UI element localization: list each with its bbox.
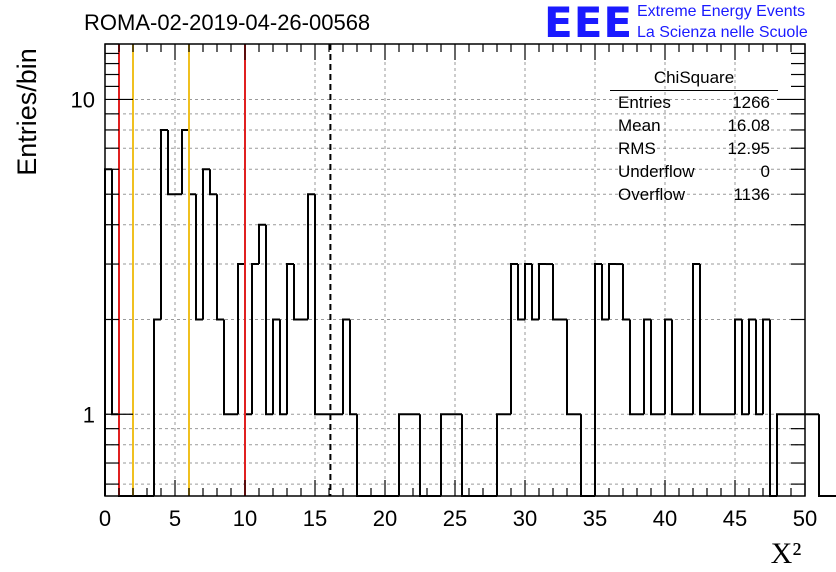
histogram-bin [699, 264, 707, 416]
histogram-bin [664, 318, 672, 415]
histogram-bin [755, 319, 763, 416]
x-tick-label: 30 [513, 506, 537, 531]
eee-logo-mark: EEE [544, 0, 634, 47]
histogram-bin [153, 318, 161, 496]
histogram-bin [517, 264, 525, 321]
stats-label: Entries [618, 93, 671, 112]
histogram-bin [510, 263, 518, 415]
reference-lines [118, 44, 332, 496]
histogram-bin [538, 263, 546, 320]
histogram-bin [643, 318, 651, 415]
histogram-bin [111, 169, 119, 416]
stats-row-rms: RMS 12.95 [610, 137, 778, 160]
x-tick-label: 25 [443, 506, 467, 531]
histogram-bin [741, 319, 749, 416]
histogram-bin [734, 318, 742, 415]
histogram-bin [307, 193, 315, 320]
histogram-bin [566, 319, 574, 416]
x-tick-label: 40 [653, 506, 677, 531]
histogram-bin [195, 194, 203, 321]
histogram-bin [104, 168, 112, 496]
x-tick-label: 20 [373, 506, 397, 531]
y-axis-label: Entries/bin [12, 48, 42, 176]
histogram-bin [349, 319, 357, 416]
histogram [104, 128, 836, 497]
histogram-bin [314, 194, 322, 416]
histogram-bin [496, 413, 504, 496]
histogram-bin [671, 319, 679, 416]
stats-box: ChiSquare Entries 1266 Mean 16.08 RMS 12… [610, 66, 778, 211]
histogram-bin [251, 263, 259, 415]
stats-label: Overflow [618, 185, 686, 204]
histogram-bin [279, 319, 287, 416]
stats-title: ChiSquare [610, 66, 778, 91]
stats-value: 0 [760, 162, 770, 181]
x-tick-label: 50 [793, 506, 817, 531]
histogram-bin [594, 263, 602, 496]
histogram-bin [622, 264, 630, 321]
x-tick-label: 5 [169, 506, 181, 531]
axes: 0 5 10 15 20 25 30 35 40 45 50 1 10 [71, 43, 817, 531]
histogram-bin [244, 264, 252, 416]
histogram-bin [552, 264, 560, 321]
run-title: ROMA-02-2019-04-26-00568 [84, 10, 371, 35]
histogram-bin [769, 319, 777, 497]
histogram-bin [692, 263, 700, 415]
stats-row-overflow: Overflow 1136 [610, 183, 778, 206]
histogram-bin [216, 194, 224, 321]
histogram-bin [818, 414, 826, 497]
histogram-bin [762, 318, 770, 415]
x-tick-label: 10 [233, 506, 257, 531]
histogram-bin [272, 318, 280, 415]
histogram-bin [398, 413, 406, 496]
histogram-bin [181, 128, 189, 195]
histogram-bin [629, 319, 637, 416]
histogram-bin [167, 129, 175, 196]
histogram-bin [286, 263, 294, 415]
histogram-bin [524, 263, 532, 320]
stats-label: Underflow [618, 162, 695, 181]
stats-row-underflow: Underflow 0 [610, 160, 778, 183]
histogram-bin [748, 318, 756, 415]
x-axis-label: X² [771, 537, 802, 570]
histogram-bin [237, 263, 245, 415]
histogram-bin [601, 264, 609, 321]
histogram-bin [265, 224, 273, 416]
y-tick-label: 1 [83, 402, 95, 427]
histogram-bin [608, 263, 616, 320]
stats-value: 1266 [732, 93, 770, 112]
y-tick-label: 10 [71, 87, 95, 112]
stats-value: 1136 [733, 185, 770, 204]
histogram-bin [650, 319, 658, 416]
histogram-bin [342, 318, 350, 415]
x-tick-label: 35 [583, 506, 607, 531]
histogram-bin [209, 169, 217, 196]
stats-label: RMS [618, 139, 656, 158]
logo-text-line1: Extreme Energy Events [637, 3, 806, 20]
histogram-bin [202, 168, 210, 320]
logo-text-line2: La Scienza nelle Scuole [637, 24, 808, 41]
x-tick-label: 0 [99, 506, 111, 531]
histogram-bin [160, 128, 168, 320]
histogram-bin [531, 264, 539, 321]
x-tick-label: 15 [303, 506, 327, 531]
stats-row-entries: Entries 1266 [610, 91, 778, 114]
histogram-bin [258, 223, 266, 265]
histogram-bin [223, 319, 231, 416]
histogram-bin [293, 264, 301, 321]
stats-label: Mean [618, 116, 661, 135]
histogram-bin [188, 129, 196, 196]
stats-value: 16.08 [727, 116, 770, 135]
x-tick-label: 45 [723, 506, 747, 531]
stats-value: 12.95 [727, 139, 770, 158]
histogram-bin [440, 413, 448, 496]
stats-row-mean: Mean 16.08 [610, 114, 778, 137]
